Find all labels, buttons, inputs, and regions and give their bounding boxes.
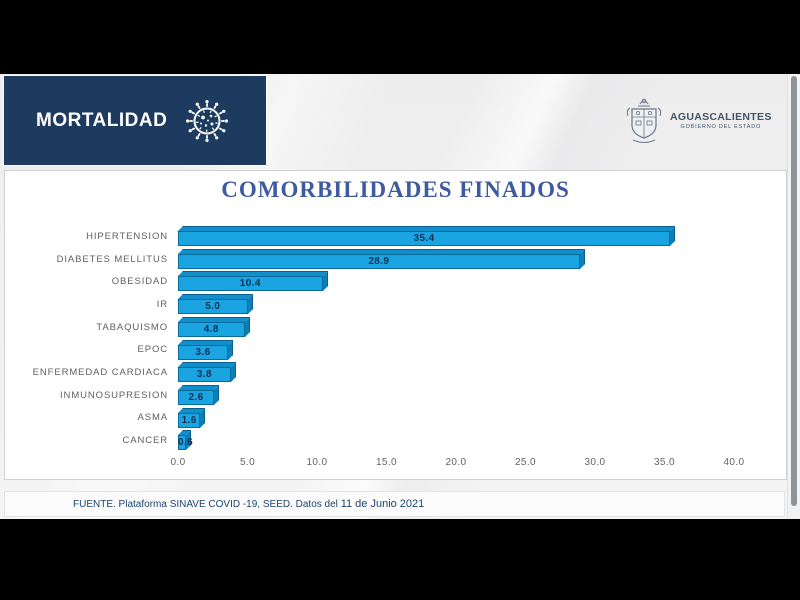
category-label: HIPERTENSION <box>86 230 168 242</box>
chart-row: EPOC 3.6 <box>5 339 786 362</box>
category-label: DIABETES MELLITUS <box>56 253 168 265</box>
footer-source-text: FUENTE. Plataforma SINAVE COVID -19, SEE… <box>73 498 424 510</box>
bar-value-label: 0.6 <box>178 437 194 449</box>
chart-row: DIABETES MELLITUS 28.9 <box>5 248 786 271</box>
letterbox-bottom <box>0 519 800 600</box>
slide-background: MORTALIDAD AGUASCALIENTES GOBIERNO DEL E… <box>0 74 787 519</box>
scrollbar-thumb[interactable] <box>791 76 797 506</box>
footer-date: 11 de Junio 2021 <box>340 498 425 510</box>
category-label: TABAQUISMO <box>96 321 168 333</box>
bar-diabetes-mellitus: 28.9 <box>178 248 585 269</box>
bar-value-label: 2.6 <box>188 391 204 403</box>
bar-cancer: 0.6 <box>178 430 194 451</box>
mortalidad-band: MORTALIDAD <box>4 76 266 165</box>
bar-front-face <box>178 412 201 428</box>
x-tick-label: 0.0 <box>170 457 186 468</box>
chart-row: ENFERMEDAD CARDIACA 3.8 <box>5 361 786 384</box>
bar-value-label: 3.8 <box>196 369 212 381</box>
chart-row: ASMA 1.6 <box>5 407 786 430</box>
chart-panel: COMORBILIDADES FINADOS HIPERTENSION 35.4 D… <box>4 170 787 480</box>
bar-chart-plot: HIPERTENSION 35.4 DIABETES MELLITUS 28.9 OBE… <box>5 225 786 457</box>
bar-front-face <box>178 253 580 269</box>
bar-front-face <box>178 389 215 405</box>
bar-side-face <box>322 271 328 292</box>
coat-of-arms-icon <box>626 98 662 143</box>
x-tick-label: 35.0 <box>653 457 676 468</box>
bar-hipertension: 35.4 <box>178 226 676 246</box>
bar-side-face <box>200 407 206 428</box>
bar-ir: 5.0 <box>178 294 253 315</box>
logo-title: AGUASCALIENTES <box>670 111 772 123</box>
logo-subtitle: GOBIERNO DEL ESTADO <box>680 123 762 130</box>
bar-value-label: 35.4 <box>413 233 435 244</box>
category-label: CANCER <box>122 435 168 447</box>
x-tick-label: 30.0 <box>584 457 606 468</box>
category-label: OBESIDAD <box>111 276 168 288</box>
bar-value-label: 5.0 <box>205 301 221 313</box>
x-tick-label: 40.0 <box>723 457 745 468</box>
bar-epoc: 3.6 <box>178 339 234 360</box>
bar-front-face <box>178 367 231 383</box>
bar-value-label: 10.4 <box>239 278 261 290</box>
bar-front-face <box>178 344 229 360</box>
chart-row: OBESIDAD 10.4 <box>5 270 786 293</box>
bar-obesidad: 10.4 <box>178 271 328 292</box>
bar-front-face <box>178 321 245 337</box>
x-tick-label: 10.0 <box>306 457 328 468</box>
chart-row: IR 5.0 <box>5 293 786 316</box>
bar-value-label: 4.8 <box>203 323 219 335</box>
chart-row: CANCER 0.6 <box>5 429 786 452</box>
x-tick-label: 5.0 <box>239 457 256 468</box>
footer-bar: FUENTE. Plataforma SINAVE COVID -19, SEE… <box>4 491 785 517</box>
bar-tabaquismo: 4.8 <box>178 316 250 337</box>
bar-value-label: 3.6 <box>195 346 211 358</box>
x-tick-label: 25.0 <box>514 457 537 468</box>
bar-front-face <box>178 231 671 246</box>
bar-side-face <box>670 226 676 246</box>
bar-inmunosupresion: 2.6 <box>178 384 220 405</box>
x-axis: 0.0 5.0 10.0 15.0 20.0 25.0 30.0 35.0 40.0 <box>5 457 786 473</box>
x-tick-label: 15.0 <box>375 457 398 468</box>
category-label: ASMA <box>137 412 168 424</box>
bar-asma: 1.6 <box>178 407 206 428</box>
virus-icon <box>186 99 229 142</box>
bar-enfermedad-cardiaca: 3.8 <box>178 362 236 383</box>
chart-row: HIPERTENSION 35.4 <box>5 225 786 248</box>
bar-value-label: 1.6 <box>181 414 197 426</box>
chart-row: TABAQUISMO 4.8 <box>5 316 786 339</box>
bar-side-face <box>247 294 253 315</box>
bar-side-face <box>228 339 234 360</box>
category-label: EPOC <box>137 344 168 356</box>
bar-side-face <box>244 316 250 337</box>
chart-row: INMUNOSUPRESION 2.6 <box>5 384 786 407</box>
bar-front-face <box>178 276 323 292</box>
category-label: ENFERMEDAD CARDIACA <box>32 367 168 379</box>
bar-side-face <box>214 384 220 405</box>
scrollbar[interactable] <box>787 74 800 519</box>
bar-front-face <box>178 435 187 451</box>
letterbox-top <box>0 0 800 74</box>
category-label: INMUNOSUPRESION <box>60 389 168 401</box>
bar-front-face <box>178 299 248 315</box>
chart-title: COMORBILIDADES FINADOS <box>221 177 570 202</box>
bar-side-face <box>230 362 236 383</box>
x-tick-label: 20.0 <box>445 457 467 468</box>
bar-value-label: 28.9 <box>368 255 390 267</box>
category-label: IR <box>156 298 168 310</box>
footer-source: FUENTE. Plataforma SINAVE COVID -19, SEE… <box>73 499 338 510</box>
band-title: MORTALIDAD <box>36 109 168 131</box>
bar-side-face <box>579 248 585 269</box>
state-logo: AGUASCALIENTES GOBIERNO DEL ESTADO <box>624 96 772 146</box>
